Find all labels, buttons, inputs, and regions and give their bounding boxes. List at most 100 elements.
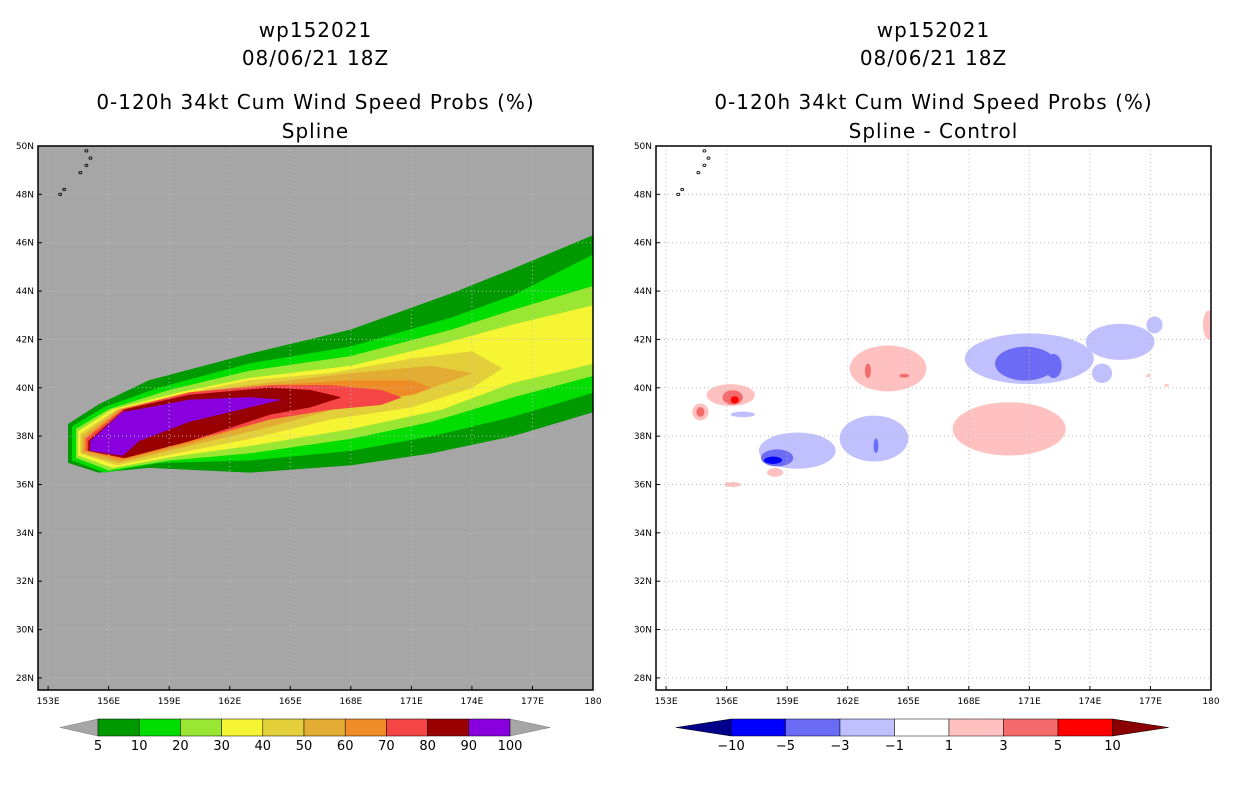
left-xtick-label-5: 168E [339, 697, 362, 707]
left-ytick-label-2: 46N [16, 239, 34, 249]
left-colorbar-box-2 [180, 718, 222, 737]
right-diff-blob-25 [1164, 384, 1170, 387]
right-colorbar-box-4 [948, 718, 1004, 737]
right-ytick-label-8: 34N [634, 529, 652, 539]
right-colorbar-label-4: 1 [945, 739, 953, 754]
right-colorbar: −10 −5 −3 −1 1 3 5 10 [675, 718, 1169, 754]
left-title-date: 08/06/21 18Z [241, 46, 390, 70]
right-title-date: 08/06/21 18Z [859, 46, 1008, 70]
left-ytick-label-4: 42N [16, 335, 34, 345]
right-xtick-label-3: 162E [836, 697, 859, 707]
left-map-frame [37, 145, 594, 691]
left-colorbar-label-10: 100 [498, 739, 523, 754]
right-colorbar-low-arrow [675, 718, 732, 737]
left-colorbar-label-0: 5 [94, 739, 102, 754]
right-ytick-label-3: 44N [634, 287, 652, 297]
right-island-3 [702, 163, 707, 167]
right-colorbar-box-5 [1003, 718, 1059, 737]
right-colorbar-label-3: −1 [885, 739, 904, 754]
left-xtick-label-2: 159E [158, 697, 181, 707]
right-island-4 [706, 156, 711, 160]
right-diff-blob-18 [1146, 316, 1163, 334]
right-diff-blob-15 [899, 373, 910, 378]
right-xtick-label-2: 159E [776, 697, 799, 707]
right-diff-blob-6 [767, 468, 784, 477]
right-diff-blob-5 [730, 411, 755, 418]
left-ytick-label-7: 36N [16, 480, 34, 490]
left-colorbar-label-1: 10 [131, 739, 148, 754]
left-colorbar-label-8: 80 [419, 739, 436, 754]
left-xtick-label-8: 177E [521, 697, 544, 707]
right-diff-blob-4 [730, 396, 739, 404]
right-map-background [656, 146, 1211, 690]
left-prob-band-100 [90, 397, 281, 456]
right-colorbar-label-6: 5 [1054, 739, 1062, 754]
left-island-3 [84, 163, 89, 167]
right-diff-blob-12 [873, 438, 879, 454]
right-title-method: Spline - Control [848, 119, 1019, 143]
right-diff-blob-9 [839, 415, 909, 462]
left-colorbar-low-arrow [59, 718, 99, 737]
right-ytick-label-4: 42N [634, 335, 652, 345]
left-ytick-label-3: 44N [16, 287, 34, 297]
right-xtick-label-0: 153E [655, 697, 678, 707]
left-island-0 [58, 192, 63, 196]
left-title-method: Spline [281, 119, 350, 143]
left-island-2 [78, 170, 83, 175]
left-ytick-label-10: 30N [16, 626, 34, 636]
left-xtick-label-7: 174E [460, 697, 483, 707]
right-ytick-label-5: 40N [634, 384, 652, 394]
right-diff-blob-22 [952, 402, 1066, 456]
right-colorbar-box-2 [839, 718, 895, 737]
left-xtick-label-0: 153E [37, 697, 60, 707]
left-title-product: 0-120h 34kt Cum Wind Speed Probs (%) [96, 90, 535, 114]
right-colorbar-label-5: 3 [999, 739, 1007, 754]
right-xtick-label-6: 171E [1018, 697, 1041, 707]
left-xtick-label-4: 165E [279, 697, 302, 707]
left-island-5 [84, 149, 89, 153]
right-title-storm: wp152021 [876, 18, 991, 42]
right-diff-blob-21 [1045, 353, 1062, 379]
right-map-frame [655, 145, 1212, 691]
left-colorbar-label-9: 90 [461, 739, 478, 754]
right-colorbar-label-1: −5 [776, 739, 795, 754]
left-colorbar-label-4: 40 [255, 739, 272, 754]
right-diff-blob-20 [995, 346, 1056, 381]
right-colorbar-label-7: 10 [1104, 739, 1121, 754]
left-colorbar-box-7 [386, 718, 428, 737]
right-island-1 [680, 187, 685, 192]
right-colorbar-box-0 [730, 718, 786, 737]
right-island-2 [696, 170, 701, 175]
left-colorbar-box-3 [221, 718, 264, 737]
right-island-0 [676, 192, 681, 196]
left-xtick-label-3: 162E [218, 697, 241, 707]
left-island-1 [62, 187, 67, 192]
right-colorbar-label-2: −3 [830, 739, 849, 754]
left-colorbar-label-2: 20 [172, 739, 189, 754]
right-diff-blob-13 [849, 345, 927, 392]
left-map-panel: 153E 156E 159E 162E 165E 168E 171E 174E 177E 180 5… [16, 142, 602, 707]
right-diff-blob-2 [696, 407, 705, 417]
right-diff-blob-23 [1202, 310, 1211, 340]
right-xtick-label-4: 165E [897, 697, 920, 707]
right-ytick-label-10: 30N [634, 626, 652, 636]
right-ytick-label-2: 46N [634, 239, 652, 249]
right-xtick-label-7: 174E [1078, 697, 1101, 707]
left-colorbar-label-7: 70 [378, 739, 395, 754]
left-colorbar-box-4 [262, 718, 305, 737]
right-ytick-label-9: 32N [634, 577, 652, 587]
right-ytick-label-11: 28N [634, 674, 652, 684]
left-colorbar-label-5: 50 [296, 739, 313, 754]
left-colorbar-box-5 [303, 718, 346, 737]
right-diff-blob-14 [864, 363, 871, 379]
left-colorbar-high-arrow [509, 718, 551, 737]
right-xtick-label-1: 156E [715, 697, 738, 707]
right-diff-blob-24 [1146, 374, 1151, 378]
left-colorbar-box-6 [344, 718, 387, 737]
right-colorbar-box-1 [785, 718, 841, 737]
right-island-5 [702, 149, 707, 153]
left-ytick-label-6: 38N [16, 432, 34, 442]
left-ytick-label-5: 40N [16, 384, 34, 394]
left-xtick-label-6: 171E [400, 697, 423, 707]
